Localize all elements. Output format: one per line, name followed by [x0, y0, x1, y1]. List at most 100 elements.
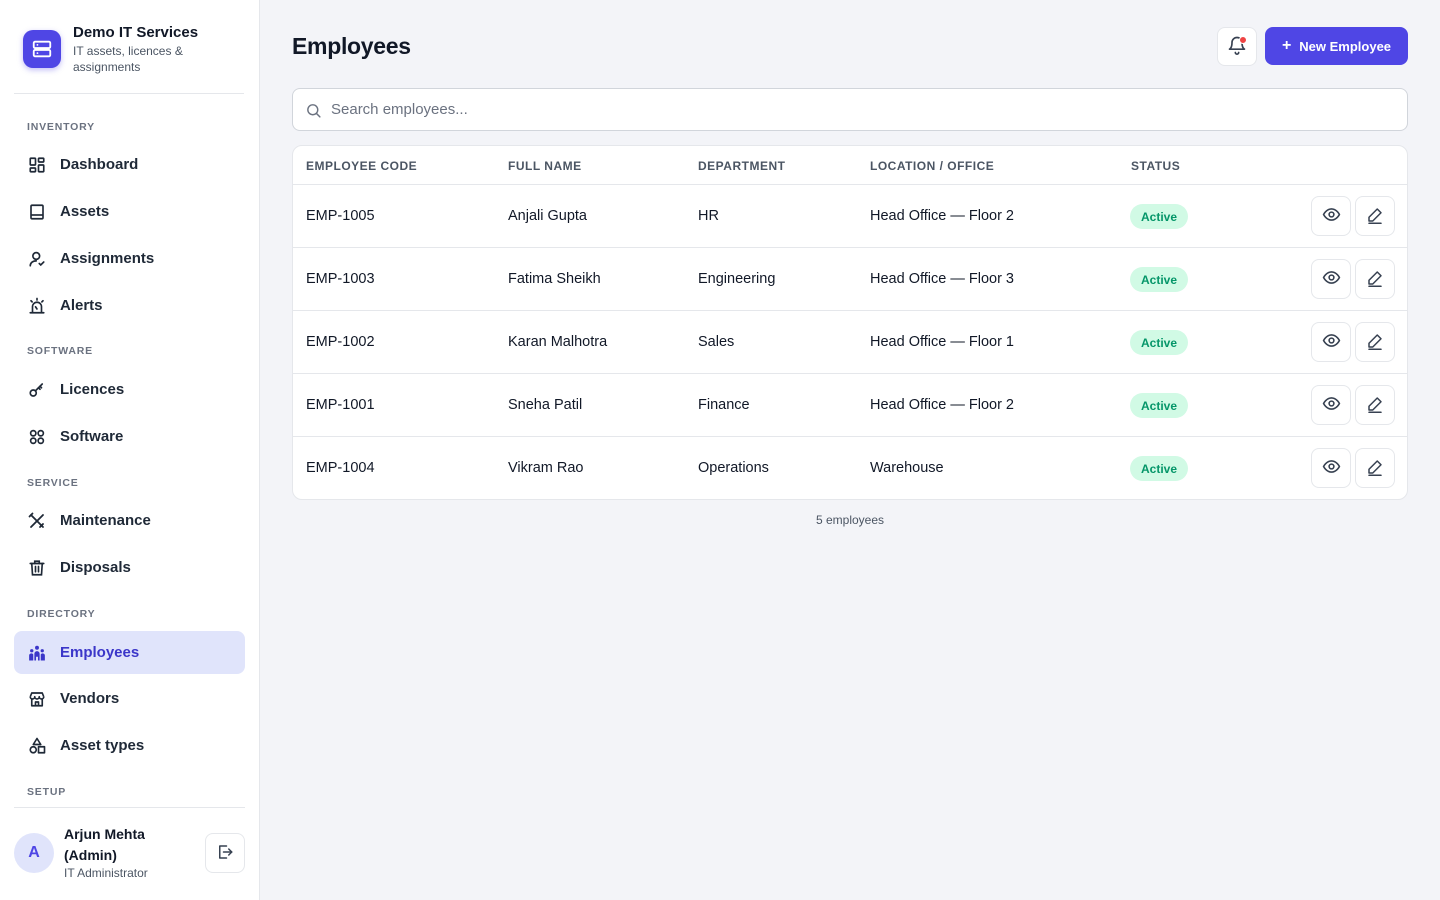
sidebar-item-dashboard[interactable]: Dashboard: [14, 143, 245, 186]
edit-button[interactable]: [1355, 259, 1395, 299]
dashboard-grid-icon: [28, 156, 46, 174]
pencil-icon: [1366, 206, 1384, 227]
employee-code: EMP-1002: [306, 334, 375, 350]
laptop-icon: [28, 203, 46, 221]
status-badge: Active: [1130, 330, 1189, 355]
pencil-icon: [1366, 458, 1384, 479]
avatar: A: [14, 833, 54, 873]
sidebar-item-licences[interactable]: Licences: [14, 368, 245, 411]
store-icon: [28, 690, 46, 708]
employee-name: Sneha Patil: [508, 397, 583, 413]
sidebar-item-disposals[interactable]: Disposals: [14, 546, 245, 589]
employee-department: Operations: [698, 460, 769, 476]
sidebar-item-label: Vendors: [60, 690, 120, 707]
employee-code: EMP-1001: [306, 397, 375, 413]
employee-location: Head Office — Floor 2: [870, 208, 1014, 224]
employee-count: 5 employees: [815, 513, 885, 527]
search-icon: [305, 102, 322, 124]
sidebar-item-label: Maintenance: [60, 512, 151, 529]
sidebar-item-assets[interactable]: Assets: [14, 190, 245, 233]
employee-location: Head Office — Floor 1: [870, 334, 1014, 350]
table-row[interactable]: EMP-1005 Anjali Gupta HR Head Office — F…: [293, 185, 1407, 248]
column-header-status: STATUS: [1131, 159, 1181, 173]
employee-name: Vikram Rao: [508, 460, 584, 476]
view-button[interactable]: [1311, 385, 1351, 425]
section-label-setup: SETUP: [27, 786, 67, 798]
shapes-icon: [28, 737, 46, 755]
sidebar-item-label: Disposals: [60, 559, 131, 576]
sidebar-item-alerts[interactable]: Alerts: [14, 284, 245, 327]
view-button[interactable]: [1311, 196, 1351, 236]
sidebar-item-vendors[interactable]: Vendors: [14, 677, 245, 720]
search-input[interactable]: [331, 89, 1391, 130]
brand-subtitle: IT assets, licences & assignments: [73, 44, 183, 74]
column-header-full-name: FULL NAME: [508, 159, 582, 173]
edit-button[interactable]: [1355, 322, 1395, 362]
status-badge: Active: [1130, 267, 1189, 292]
edit-button[interactable]: [1355, 196, 1395, 236]
brand-name: Demo IT Services: [73, 24, 199, 41]
sidebar-item-software[interactable]: Software: [14, 415, 245, 458]
sidebar-item-maintenance[interactable]: Maintenance: [14, 499, 245, 542]
status-badge: Active: [1130, 456, 1189, 481]
employee-location: Head Office — Floor 3: [870, 271, 1014, 287]
section-label-inventory: INVENTORY: [27, 121, 95, 133]
notifications-button[interactable]: [1217, 27, 1257, 66]
employee-department: HR: [698, 208, 719, 224]
pencil-icon: [1366, 269, 1384, 290]
edit-button[interactable]: [1355, 448, 1395, 488]
employee-code: EMP-1003: [306, 271, 375, 287]
view-button[interactable]: [1311, 259, 1351, 299]
status-badge: Active: [1130, 204, 1189, 229]
search-bar: [292, 88, 1408, 131]
key-icon: [28, 381, 46, 399]
table-row[interactable]: EMP-1003 Fatima Sheikh Engineering Head …: [293, 248, 1407, 311]
eye-icon: [1322, 331, 1341, 353]
users-group-icon: [28, 644, 46, 662]
sidebar-item-label: Licences: [60, 381, 125, 398]
employee-name: Fatima Sheikh: [508, 271, 601, 287]
view-button[interactable]: [1311, 448, 1351, 488]
user-profile: A Arjun Mehta (Admin) IT Administrator: [14, 807, 245, 900]
sidebar: Demo IT Services IT assets, licences & a…: [0, 0, 260, 900]
edit-button[interactable]: [1355, 385, 1395, 425]
brand: Demo IT Services IT assets, licences & a…: [14, 18, 244, 94]
sidebar-item-label: Assets: [60, 203, 110, 220]
trash-icon: [28, 559, 46, 577]
sidebar-item-label: Alerts: [60, 297, 103, 314]
bell-icon: [1227, 35, 1247, 58]
table-row[interactable]: EMP-1004 Vikram Rao Operations Warehouse…: [293, 437, 1407, 499]
logout-icon: [216, 843, 234, 864]
employee-location: Head Office — Floor 2: [870, 397, 1014, 413]
new-employee-label: New Employee: [1299, 38, 1392, 54]
table-header: EMPLOYEE CODE FULL NAME DEPARTMENT LOCAT…: [293, 146, 1407, 185]
section-label-service: SERVICE: [27, 477, 79, 489]
employee-name: Anjali Gupta: [508, 208, 587, 224]
sidebar-item-label: Dashboard: [60, 156, 139, 173]
server-stack-icon: [23, 30, 61, 68]
eye-icon: [1322, 457, 1341, 479]
sidebar-item-assignments[interactable]: Assignments: [14, 237, 245, 280]
employees-table: EMPLOYEE CODE FULL NAME DEPARTMENT LOCAT…: [292, 145, 1408, 500]
logout-button[interactable]: [205, 833, 245, 873]
employee-name: Karan Malhotra: [508, 334, 608, 350]
pencil-icon: [1366, 395, 1384, 416]
sidebar-item-label: Software: [60, 428, 124, 445]
sidebar-item-employees[interactable]: Employees: [14, 631, 245, 674]
view-button[interactable]: [1311, 322, 1351, 362]
notification-dot: [1239, 36, 1247, 44]
user-name: Arjun Mehta (Admin): [64, 826, 145, 863]
sidebar-item-asset-types[interactable]: Asset types: [14, 724, 245, 767]
column-header-department: DEPARTMENT: [698, 159, 786, 173]
status-badge: Active: [1130, 393, 1189, 418]
section-label-directory: DIRECTORY: [27, 608, 96, 620]
apps-icon: [28, 428, 46, 446]
employee-department: Engineering: [698, 271, 776, 287]
table-row[interactable]: EMP-1002 Karan Malhotra Sales Head Offic…: [293, 311, 1407, 374]
alarm-icon: [28, 297, 46, 315]
sidebar-item-label: Asset types: [60, 737, 145, 754]
table-row[interactable]: EMP-1001 Sneha Patil Finance Head Office…: [293, 374, 1407, 437]
employee-location: Warehouse: [870, 460, 944, 476]
new-employee-button[interactable]: + New Employee: [1265, 27, 1408, 65]
pencil-icon: [1366, 332, 1384, 353]
